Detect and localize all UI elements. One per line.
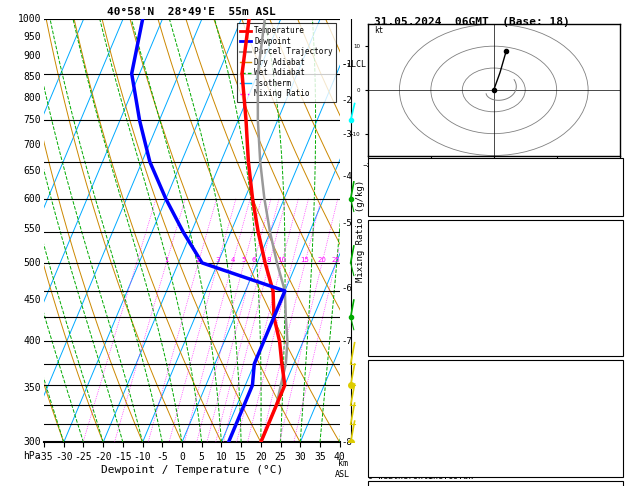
Text: Surface: Surface bbox=[477, 226, 514, 234]
Text: © weatheronline.co.uk: © weatheronline.co.uk bbox=[368, 472, 473, 481]
Text: 5: 5 bbox=[242, 258, 246, 263]
Text: θᴇ(K): θᴇ(K) bbox=[371, 284, 398, 293]
Text: hPa: hPa bbox=[23, 451, 41, 461]
Text: Totals Totals: Totals Totals bbox=[371, 183, 441, 191]
Text: 800: 800 bbox=[23, 93, 41, 103]
Text: Lifted Index: Lifted Index bbox=[371, 424, 436, 433]
Text: 0: 0 bbox=[614, 342, 620, 351]
Text: Dewp (°C): Dewp (°C) bbox=[371, 264, 420, 273]
Text: -8: -8 bbox=[341, 438, 352, 447]
Text: 600: 600 bbox=[23, 194, 41, 204]
Text: 400: 400 bbox=[23, 336, 41, 346]
Text: 1000: 1000 bbox=[18, 15, 41, 24]
Text: CAPE (J): CAPE (J) bbox=[371, 443, 414, 452]
Text: 20: 20 bbox=[609, 245, 620, 254]
Text: 800: 800 bbox=[603, 385, 620, 394]
Text: 6: 6 bbox=[252, 258, 256, 263]
Text: Pressure (mb): Pressure (mb) bbox=[371, 385, 441, 394]
Text: 20: 20 bbox=[318, 258, 326, 263]
Text: -2: -2 bbox=[341, 96, 352, 104]
Text: 650: 650 bbox=[23, 166, 41, 176]
Text: -6: -6 bbox=[341, 284, 352, 293]
Text: 350: 350 bbox=[23, 383, 41, 393]
Text: 317: 317 bbox=[603, 284, 620, 293]
Text: -₁LCL: -₁LCL bbox=[341, 60, 366, 69]
Text: 2: 2 bbox=[196, 258, 200, 263]
Text: θᴇ (K): θᴇ (K) bbox=[371, 404, 403, 413]
Text: Mixing Ratio (g/kg): Mixing Ratio (g/kg) bbox=[356, 180, 365, 282]
Text: kt: kt bbox=[374, 26, 384, 35]
Text: 1: 1 bbox=[164, 258, 169, 263]
Legend: Temperature, Dewpoint, Parcel Trajectory, Dry Adiabat, Wet Adiabat, Isotherm, Mi: Temperature, Dewpoint, Parcel Trajectory… bbox=[237, 23, 336, 102]
Text: 550: 550 bbox=[23, 225, 41, 234]
Text: 0: 0 bbox=[614, 463, 620, 471]
Text: 4: 4 bbox=[614, 303, 620, 312]
Text: 4: 4 bbox=[230, 258, 235, 263]
Text: 450: 450 bbox=[23, 295, 41, 305]
X-axis label: Dewpoint / Temperature (°C): Dewpoint / Temperature (°C) bbox=[101, 465, 283, 475]
Text: -1: -1 bbox=[341, 60, 352, 69]
Text: 2.29: 2.29 bbox=[598, 202, 620, 211]
Text: 0: 0 bbox=[614, 443, 620, 452]
Text: Most Unstable: Most Unstable bbox=[460, 365, 530, 374]
Text: CIN (J): CIN (J) bbox=[371, 342, 409, 351]
Text: 21: 21 bbox=[609, 163, 620, 172]
Text: Temp (°C): Temp (°C) bbox=[371, 245, 420, 254]
Text: 950: 950 bbox=[23, 33, 41, 42]
Text: 300: 300 bbox=[23, 437, 41, 447]
Text: CIN (J): CIN (J) bbox=[371, 463, 409, 471]
Text: -3: -3 bbox=[341, 130, 352, 139]
Text: CAPE (J): CAPE (J) bbox=[371, 323, 414, 331]
Text: 31.05.2024  06GMT  (Base: 18): 31.05.2024 06GMT (Base: 18) bbox=[374, 17, 570, 27]
Text: km
ASL: km ASL bbox=[335, 459, 350, 479]
Text: -4: -4 bbox=[341, 172, 352, 181]
Text: 3: 3 bbox=[216, 258, 220, 263]
Text: 8: 8 bbox=[267, 258, 272, 263]
Text: 1: 1 bbox=[614, 424, 620, 433]
Text: 320: 320 bbox=[603, 404, 620, 413]
Text: 500: 500 bbox=[23, 258, 41, 268]
Text: 11.8: 11.8 bbox=[598, 264, 620, 273]
Text: 0: 0 bbox=[614, 323, 620, 331]
Text: 900: 900 bbox=[23, 52, 41, 61]
Text: 700: 700 bbox=[23, 139, 41, 150]
Text: 47: 47 bbox=[609, 183, 620, 191]
Text: -7: -7 bbox=[341, 337, 352, 346]
Title: 40°58'N  28°49'E  55m ASL: 40°58'N 28°49'E 55m ASL bbox=[108, 7, 276, 17]
Text: 750: 750 bbox=[23, 116, 41, 125]
Text: 10: 10 bbox=[277, 258, 286, 263]
Text: 25: 25 bbox=[331, 258, 340, 263]
Text: Lifted Index: Lifted Index bbox=[371, 303, 436, 312]
Text: -5: -5 bbox=[341, 219, 352, 227]
Text: PW (cm): PW (cm) bbox=[371, 202, 409, 211]
Text: 850: 850 bbox=[23, 71, 41, 82]
Text: K: K bbox=[371, 163, 377, 172]
Text: 15: 15 bbox=[301, 258, 309, 263]
